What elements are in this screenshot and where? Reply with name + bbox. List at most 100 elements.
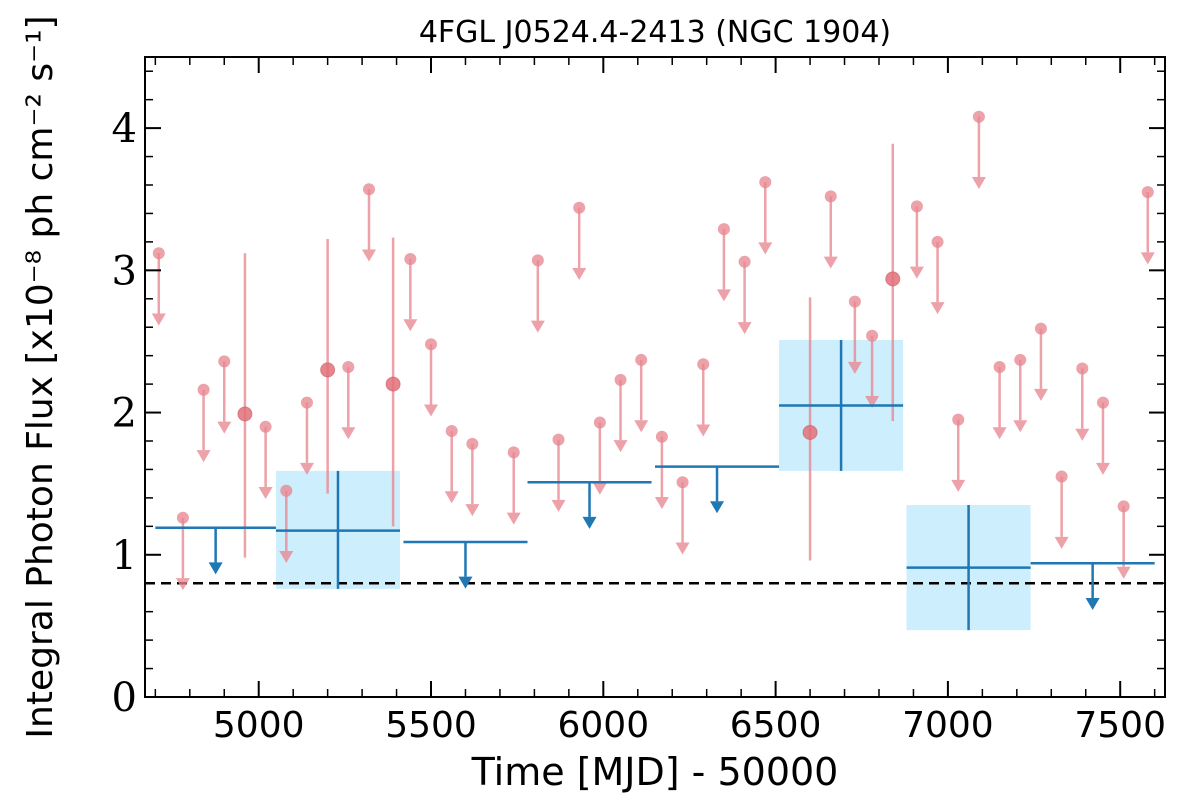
upper-limit-arrowhead xyxy=(572,268,587,281)
upper-limit-arrowhead xyxy=(465,504,480,517)
upper-limit-arrowhead xyxy=(758,242,773,255)
upper-limit-point xyxy=(1014,353,1027,366)
upper-limit-point xyxy=(197,383,210,396)
upper-limit-arrowhead xyxy=(613,440,628,453)
long-upper-limit-arrowhead xyxy=(458,576,473,589)
upper-limit-point xyxy=(259,420,272,433)
upper-limit-arrowhead xyxy=(1075,428,1090,441)
upper-limit-arrowhead xyxy=(175,578,190,591)
upper-limit-arrowhead xyxy=(551,499,566,512)
upper-limit-point xyxy=(738,255,751,268)
upper-limit-point xyxy=(425,338,438,351)
x-tick-label: 6500 xyxy=(730,705,822,746)
upper-limit-arrowhead xyxy=(930,302,945,315)
upper-limit-arrowhead xyxy=(992,427,1007,440)
upper-limit-point xyxy=(362,183,375,196)
upper-limit-point xyxy=(552,433,565,446)
upper-limit-arrowhead xyxy=(506,512,521,525)
upper-limit-arrowhead xyxy=(361,249,376,262)
upper-limit-arrowhead xyxy=(909,266,924,279)
upper-limit-arrowhead xyxy=(1116,566,1131,579)
x-axis-label: Time [MJD] - 50000 xyxy=(471,750,839,794)
y-tick-label: 0 xyxy=(112,675,137,721)
upper-limit-point xyxy=(952,413,965,426)
detection-point xyxy=(802,424,818,440)
upper-limit-arrowhead xyxy=(675,542,690,555)
upper-limit-point xyxy=(635,353,648,366)
upper-limit-point xyxy=(676,476,689,489)
upper-limit-point xyxy=(824,190,837,203)
upper-limit-point xyxy=(1096,396,1109,409)
upper-limit-arrowhead xyxy=(823,256,838,269)
upper-limit-arrowhead xyxy=(716,289,731,302)
detection-point xyxy=(237,406,253,422)
upper-limit-arrowhead xyxy=(1013,420,1028,433)
upper-limit-point xyxy=(1076,362,1089,375)
long-upper-limit-arrowhead xyxy=(582,516,597,529)
upper-limit-arrowhead xyxy=(696,424,711,437)
upper-limit-arrowhead xyxy=(151,313,166,326)
x-tick-label: 5000 xyxy=(213,705,305,746)
upper-limit-point xyxy=(697,358,710,371)
upper-limit-arrowhead xyxy=(1054,536,1069,549)
upper-limit-arrowhead xyxy=(1140,252,1155,265)
upper-limit-arrowhead xyxy=(530,320,545,333)
x-tick-label: 6000 xyxy=(557,705,649,746)
upper-limit-point xyxy=(404,252,417,265)
upper-limit-arrowhead xyxy=(424,404,439,417)
plot-frame xyxy=(144,56,1166,698)
upper-limit-point xyxy=(593,416,606,429)
upper-limit-point xyxy=(848,295,861,308)
upper-limit-arrowhead xyxy=(865,396,880,409)
upper-limit-arrowhead xyxy=(196,450,211,463)
upper-limit-arrowhead xyxy=(444,491,459,504)
detection-point xyxy=(385,376,401,392)
y-axis-label: Integral Photon Flux [x10⁻⁸ ph cm⁻² s⁻¹] xyxy=(20,15,61,738)
upper-limit-arrowhead xyxy=(592,482,607,495)
upper-limit-arrowhead xyxy=(299,462,314,475)
chart-title: 4FGL J0524.4-2413 (NGC 1904) xyxy=(419,15,891,50)
upper-limit-arrowhead xyxy=(258,487,273,500)
detection-point xyxy=(885,271,901,287)
upper-limit-arrowhead xyxy=(971,177,986,189)
upper-limit-arrowhead xyxy=(403,319,418,332)
upper-limit-arrowhead xyxy=(1033,388,1048,401)
upper-limit-point xyxy=(218,355,231,368)
upper-limit-point xyxy=(300,396,313,409)
upper-limit-point xyxy=(1034,322,1047,335)
upper-limit-point xyxy=(507,446,520,459)
upper-limit-point xyxy=(573,201,586,214)
upper-limit-point xyxy=(655,430,668,443)
upper-limit-point xyxy=(280,484,293,497)
upper-limit-point xyxy=(152,247,165,260)
upper-limit-point xyxy=(910,200,923,213)
upper-limit-point xyxy=(342,361,355,374)
long-upper-limit-arrowhead xyxy=(710,501,725,514)
upper-limit-arrowhead xyxy=(737,322,752,335)
upper-limit-point xyxy=(1117,500,1130,513)
upper-limit-arrowhead xyxy=(217,421,232,434)
long-upper-limit-arrowhead xyxy=(1085,597,1100,610)
upper-limit-point xyxy=(993,361,1006,374)
upper-limit-arrowhead xyxy=(279,551,294,564)
upper-limit-point xyxy=(466,437,479,450)
x-tick-label: 7500 xyxy=(1074,705,1166,746)
x-tick-label: 7000 xyxy=(902,705,994,746)
upper-limit-point xyxy=(1055,470,1068,483)
upper-limit-arrowhead xyxy=(341,427,356,440)
upper-limit-point xyxy=(931,235,944,248)
upper-limit-arrowhead xyxy=(634,420,649,433)
upper-limit-point xyxy=(1141,186,1154,199)
detection-point xyxy=(320,362,336,378)
x-tick-label: 5500 xyxy=(385,705,477,746)
y-tick-label: 2 xyxy=(112,391,137,437)
upper-limit-point xyxy=(759,176,772,189)
upper-limit-arrowhead xyxy=(847,361,862,374)
upper-limit-point xyxy=(972,110,985,123)
upper-limit-arrowhead xyxy=(951,479,966,492)
upper-limit-point xyxy=(866,329,879,342)
upper-limit-arrowhead xyxy=(654,497,669,509)
upper-limit-point xyxy=(717,223,730,236)
upper-limit-point xyxy=(176,511,189,524)
